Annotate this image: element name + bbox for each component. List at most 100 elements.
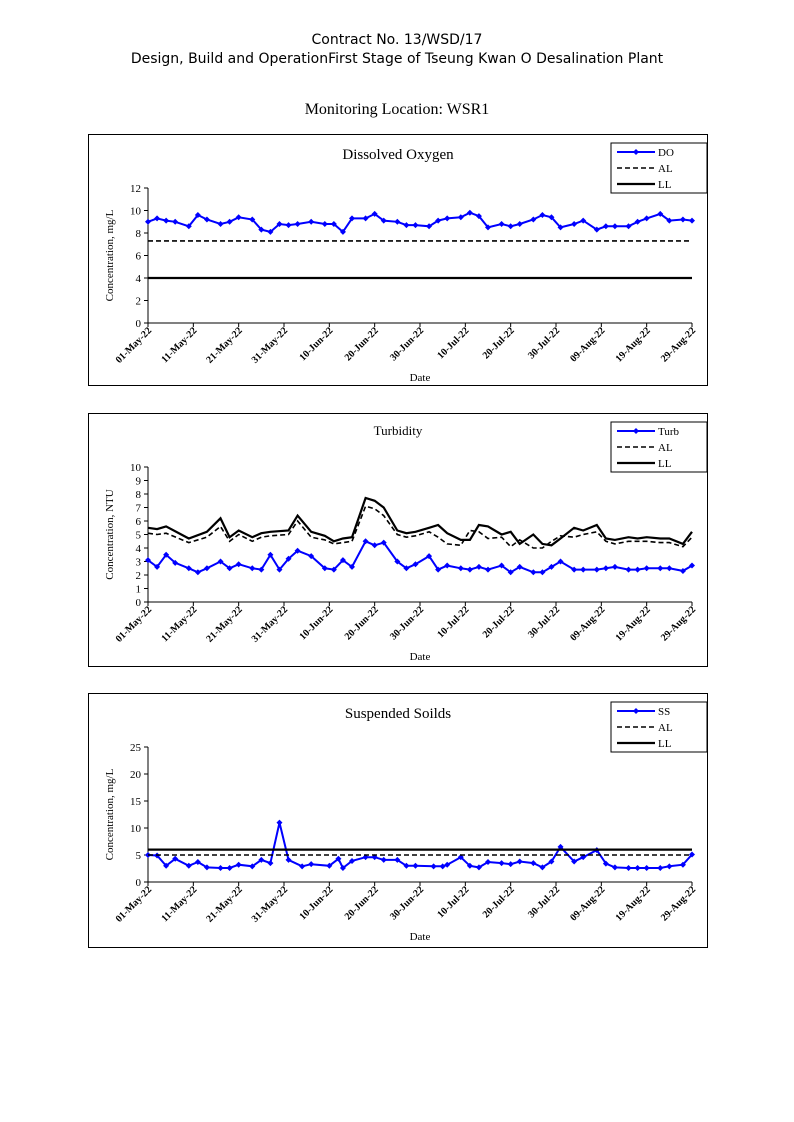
data-point xyxy=(634,566,641,573)
data-point xyxy=(194,859,201,866)
data-point xyxy=(362,538,369,545)
x-tick-label: 29-Aug-22 xyxy=(659,884,698,923)
y-tick-label: 25 xyxy=(130,742,142,754)
x-tick-label: 30-Jul-22 xyxy=(526,604,562,640)
contract-number: Contract No. 13/WSD/17 xyxy=(311,32,483,48)
x-tick-label: 10-Jul-22 xyxy=(435,604,471,640)
data-point xyxy=(516,221,523,227)
data-point xyxy=(548,563,555,570)
data-point xyxy=(267,860,274,867)
data-point xyxy=(412,561,419,568)
data-point xyxy=(657,565,664,572)
data-point xyxy=(403,565,410,572)
x-tick-label: 21-May-22 xyxy=(204,884,244,924)
data-point xyxy=(625,864,632,871)
data-point xyxy=(172,218,179,225)
x-tick-label: 30-Jun-22 xyxy=(388,884,426,922)
legend-label-al: AL xyxy=(658,442,673,454)
data-point xyxy=(602,565,609,572)
data-point xyxy=(330,221,337,227)
data-point xyxy=(235,561,242,568)
x-tick-label: 20-Jun-22 xyxy=(343,325,381,363)
x-tick-label: 31-May-22 xyxy=(250,325,290,365)
x-tick-label: 09-Aug-22 xyxy=(568,884,607,923)
x-tick-label: 21-May-22 xyxy=(204,604,244,644)
data-point xyxy=(634,218,641,225)
data-point xyxy=(258,226,265,233)
data-point xyxy=(530,216,537,223)
data-point xyxy=(466,862,473,869)
data-point xyxy=(194,569,201,576)
x-axis-label: Date xyxy=(410,651,431,663)
data-point xyxy=(611,563,618,570)
data-point xyxy=(475,213,482,220)
data-point xyxy=(349,563,355,570)
legend-label-ll: LL xyxy=(658,458,672,470)
monitoring-location: Monitoring Location: WSR1 xyxy=(304,101,490,118)
data-point xyxy=(235,861,242,868)
x-tick-label: 19-Aug-22 xyxy=(614,325,653,364)
data-point xyxy=(249,863,256,870)
x-tick-label: 20-Jun-22 xyxy=(343,604,381,642)
legend-label-ll: LL xyxy=(658,179,672,191)
data-point xyxy=(203,565,210,572)
data-point xyxy=(602,223,609,230)
data-point xyxy=(530,860,537,867)
data-point xyxy=(235,214,242,221)
y-tick-label: 10 xyxy=(130,823,142,835)
data-point xyxy=(466,566,473,573)
data-point xyxy=(258,566,265,573)
x-tick-label: 19-Aug-22 xyxy=(614,604,653,643)
data-point xyxy=(394,856,401,863)
x-tick-label: 20-Jul-22 xyxy=(481,325,517,361)
data-point xyxy=(163,551,170,558)
data-point xyxy=(426,223,433,230)
data-point xyxy=(203,216,210,223)
y-axis-label: Concentration, mg/L xyxy=(104,768,116,860)
data-point xyxy=(249,565,256,572)
chart-title: Turbidity xyxy=(374,423,423,438)
data-point xyxy=(362,215,369,222)
data-point xyxy=(498,860,505,867)
x-tick-label: 30-Jul-22 xyxy=(526,884,562,920)
data-point xyxy=(457,565,464,572)
data-point xyxy=(145,557,151,564)
data-point xyxy=(321,221,328,227)
y-tick-label: 6 xyxy=(136,516,142,528)
project-title: Design, Build and OperationFirst Stage o… xyxy=(130,51,664,67)
y-tick-label: 2 xyxy=(136,570,142,582)
data-point xyxy=(507,223,514,230)
data-point xyxy=(485,566,491,573)
data-point xyxy=(539,212,546,218)
x-tick-label: 10-Jul-22 xyxy=(435,884,471,920)
data-point xyxy=(602,860,609,867)
x-tick-label: 20-Jun-22 xyxy=(343,884,381,922)
x-tick-label: 20-Jul-22 xyxy=(481,604,517,640)
legend-label-ss: SS xyxy=(658,706,670,718)
data-point xyxy=(539,569,546,576)
data-point xyxy=(412,222,419,229)
data-point xyxy=(403,862,410,869)
data-point xyxy=(394,218,401,225)
data-point xyxy=(217,558,224,565)
y-tick-label: 5 xyxy=(136,850,142,862)
data-point xyxy=(185,862,192,869)
data-point xyxy=(308,218,315,225)
data-point xyxy=(258,856,265,863)
y-tick-label: 20 xyxy=(130,769,142,781)
data-point xyxy=(571,566,578,573)
x-tick-label: 30-Jul-22 xyxy=(526,325,562,361)
y-tick-label: 4 xyxy=(136,543,142,555)
data-point xyxy=(308,861,315,868)
data-point xyxy=(439,863,446,870)
data-point xyxy=(571,858,578,865)
data-point xyxy=(226,864,233,871)
series-ss-line xyxy=(147,822,693,870)
x-axis-label: Date xyxy=(410,931,431,943)
data-point xyxy=(285,555,292,562)
data-point xyxy=(625,566,632,573)
x-tick-label: 01-May-22 xyxy=(114,325,154,365)
data-point xyxy=(276,221,283,227)
data-point xyxy=(507,861,514,868)
